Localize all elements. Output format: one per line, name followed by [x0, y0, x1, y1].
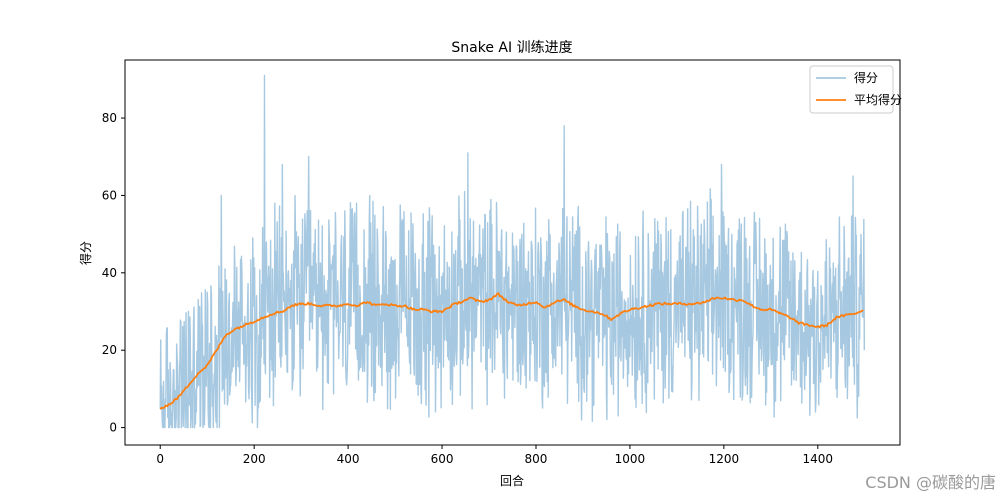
series-score-line	[159, 74, 865, 429]
score-series-path	[159, 74, 865, 429]
y-tick-label: 40	[102, 266, 117, 280]
average-score-series-path	[159, 292, 864, 410]
x-tick-label: 600	[431, 452, 454, 466]
legend: 得分 平均得分	[809, 65, 902, 114]
x-axis-label: 回合	[500, 473, 524, 488]
legend-label-average-score: 平均得分	[854, 92, 902, 107]
plot-frame	[124, 59, 901, 446]
series-average-score-line	[159, 292, 864, 410]
y-axis-ticks: 0 20 40 60 80	[102, 111, 125, 435]
y-tick-label: 20	[102, 343, 117, 357]
legend-label-score: 得分	[854, 70, 878, 85]
watermark-text: CSDN @碳酸的唐	[865, 473, 996, 492]
y-tick-label: 60	[102, 188, 117, 202]
x-tick-label: 1400	[803, 452, 834, 466]
x-tick-label: 200	[243, 452, 266, 466]
x-axis-ticks: 0 200 400 600 800 1000 1200 1400	[156, 445, 833, 466]
x-tick-label: 1200	[709, 452, 740, 466]
y-axis-label: 得分	[78, 241, 93, 265]
x-tick-label: 0	[156, 452, 164, 466]
y-tick-label: 80	[102, 111, 117, 125]
x-tick-label: 1000	[615, 452, 646, 466]
x-tick-label: 800	[525, 452, 548, 466]
x-tick-label: 400	[337, 452, 360, 466]
y-tick-label: 0	[109, 421, 117, 435]
chart-title: Snake AI 训练进度	[451, 40, 572, 56]
